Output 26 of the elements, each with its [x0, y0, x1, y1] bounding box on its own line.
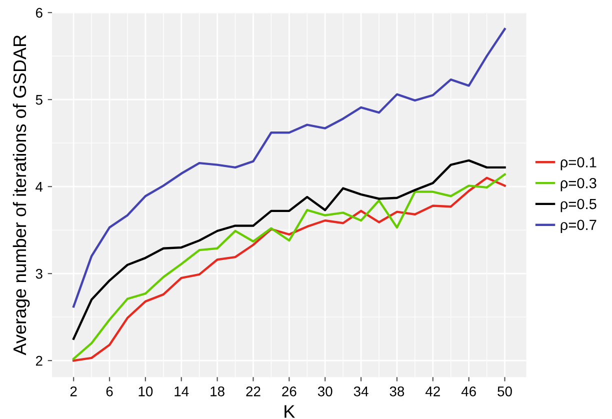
x-tick-label: 30	[318, 386, 332, 396]
line-series	[72, 28, 506, 308]
legend-label: ρ=0.7	[560, 220, 596, 233]
x-tick-label: 22	[246, 386, 260, 396]
legend-label: ρ=0.5	[560, 198, 596, 212]
legend-label: ρ=0.3	[560, 178, 596, 192]
x-tick-label: 26	[282, 386, 296, 396]
x-tick-label: 38	[390, 386, 404, 396]
x-tick-label: 2	[70, 386, 77, 396]
y-axis-title: Average number of iterations of GSDAR	[12, 35, 30, 356]
x-tick-label: 10	[138, 386, 153, 396]
x-tick-label: 42	[425, 386, 440, 396]
y-tick-label: 5	[36, 95, 42, 105]
y-tick-label: 3	[36, 268, 42, 279]
x-tick-label: 18	[210, 386, 224, 396]
x-tick-label: 34	[354, 386, 368, 396]
x-tick-label: 6	[106, 386, 113, 396]
line-series	[72, 159, 506, 340]
y-tick-label: 6	[36, 8, 42, 18]
x-tick-label: 50	[498, 386, 512, 396]
x-axis-title: K	[284, 405, 295, 418]
x-tick-label: 14	[174, 386, 189, 396]
y-tick-label: 4	[36, 182, 43, 192]
y-tick-label: 2	[36, 356, 42, 366]
legend-label: ρ=0.1	[560, 157, 596, 170]
x-tick-label: 46	[461, 386, 476, 396]
